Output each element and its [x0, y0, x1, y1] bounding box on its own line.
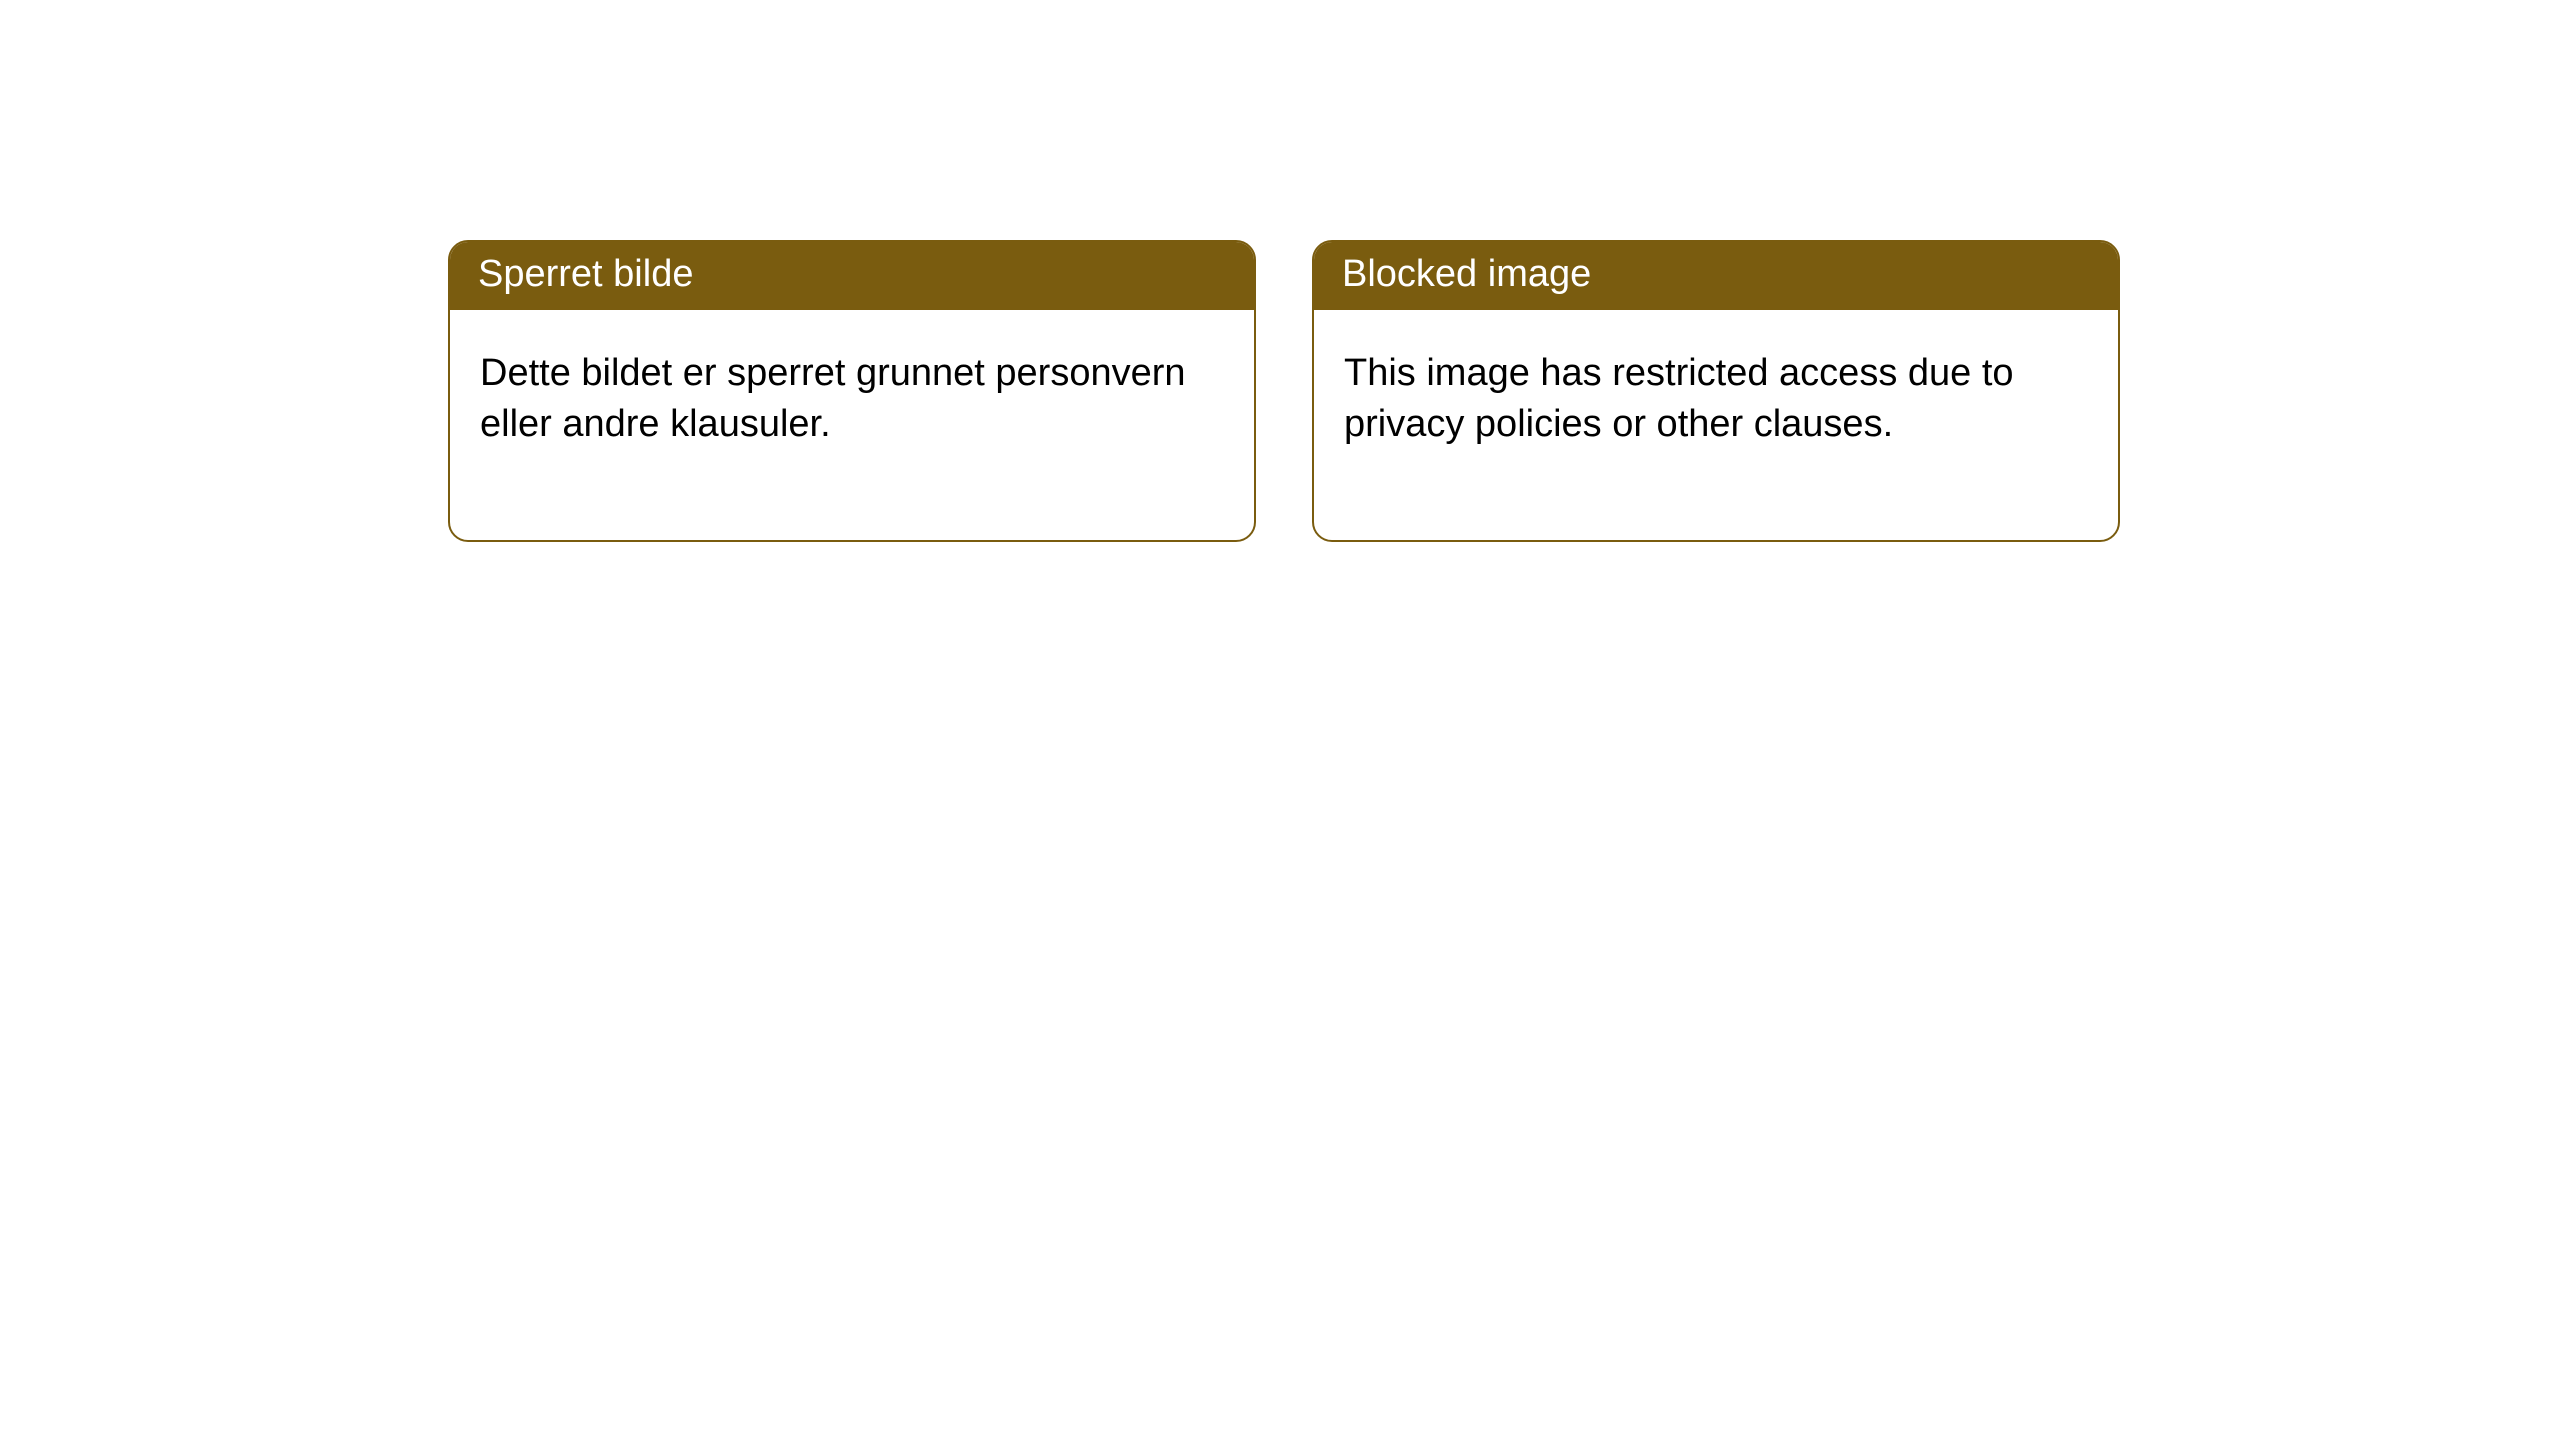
notice-body-english: This image has restricted access due to … [1314, 310, 2118, 541]
notice-box-english: Blocked image This image has restricted … [1312, 240, 2120, 542]
notice-title-english: Blocked image [1314, 242, 2118, 310]
notice-container: Sperret bilde Dette bildet er sperret gr… [0, 0, 2560, 542]
notice-body-norwegian: Dette bildet er sperret grunnet personve… [450, 310, 1254, 541]
notice-box-norwegian: Sperret bilde Dette bildet er sperret gr… [448, 240, 1256, 542]
notice-title-norwegian: Sperret bilde [450, 242, 1254, 310]
